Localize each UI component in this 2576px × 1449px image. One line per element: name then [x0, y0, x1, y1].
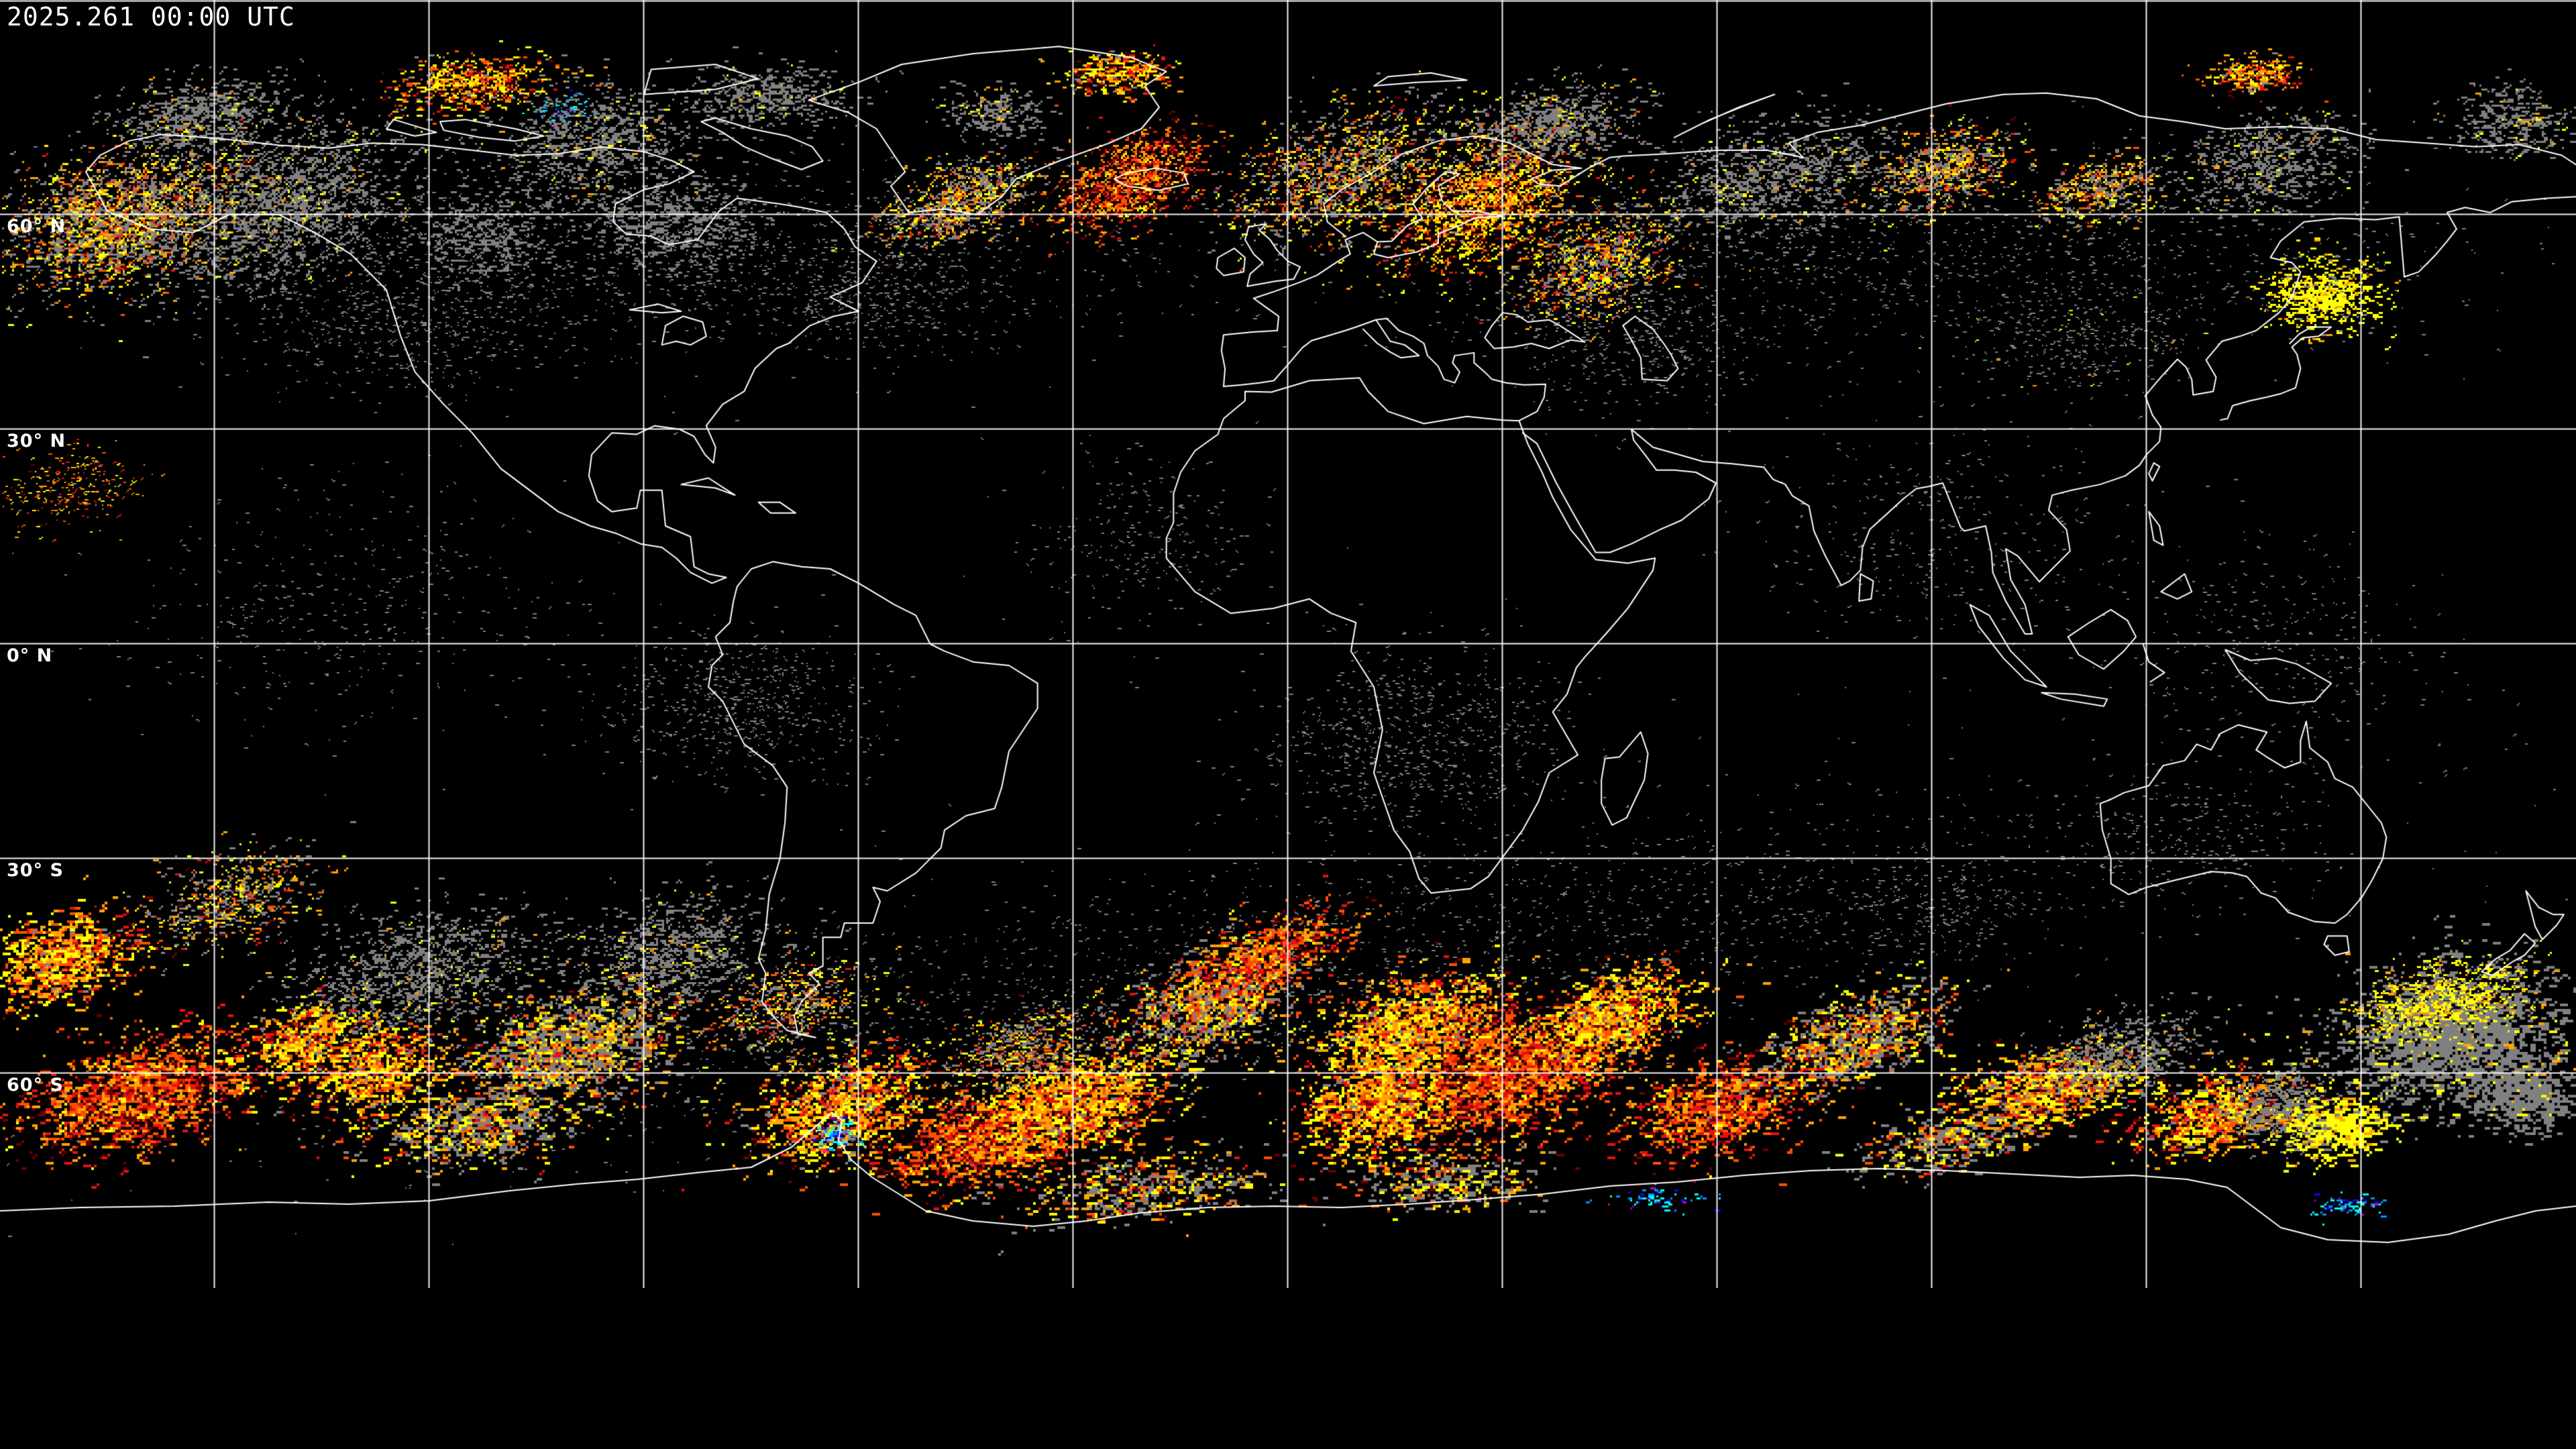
world-map: 2025.261 00:00 UTC 60° N 30° N 0° N 30° S 60…	[0, 0, 2576, 1288]
lat-label-1: 30° N	[7, 431, 66, 451]
lat-label-0: 60° N	[7, 216, 66, 237]
timestamp-label: 2025.261 00:00 UTC	[7, 2, 295, 32]
legend-bar: SLW Large Drop Index 13.5-1616-1919-2222…	[0, 1288, 2576, 1449]
lat-label-4: 60° S	[7, 1075, 64, 1095]
world-map-canvas	[0, 0, 2576, 1288]
lat-label-2: 0° N	[7, 645, 53, 666]
lat-label-3: 30° S	[7, 860, 64, 881]
